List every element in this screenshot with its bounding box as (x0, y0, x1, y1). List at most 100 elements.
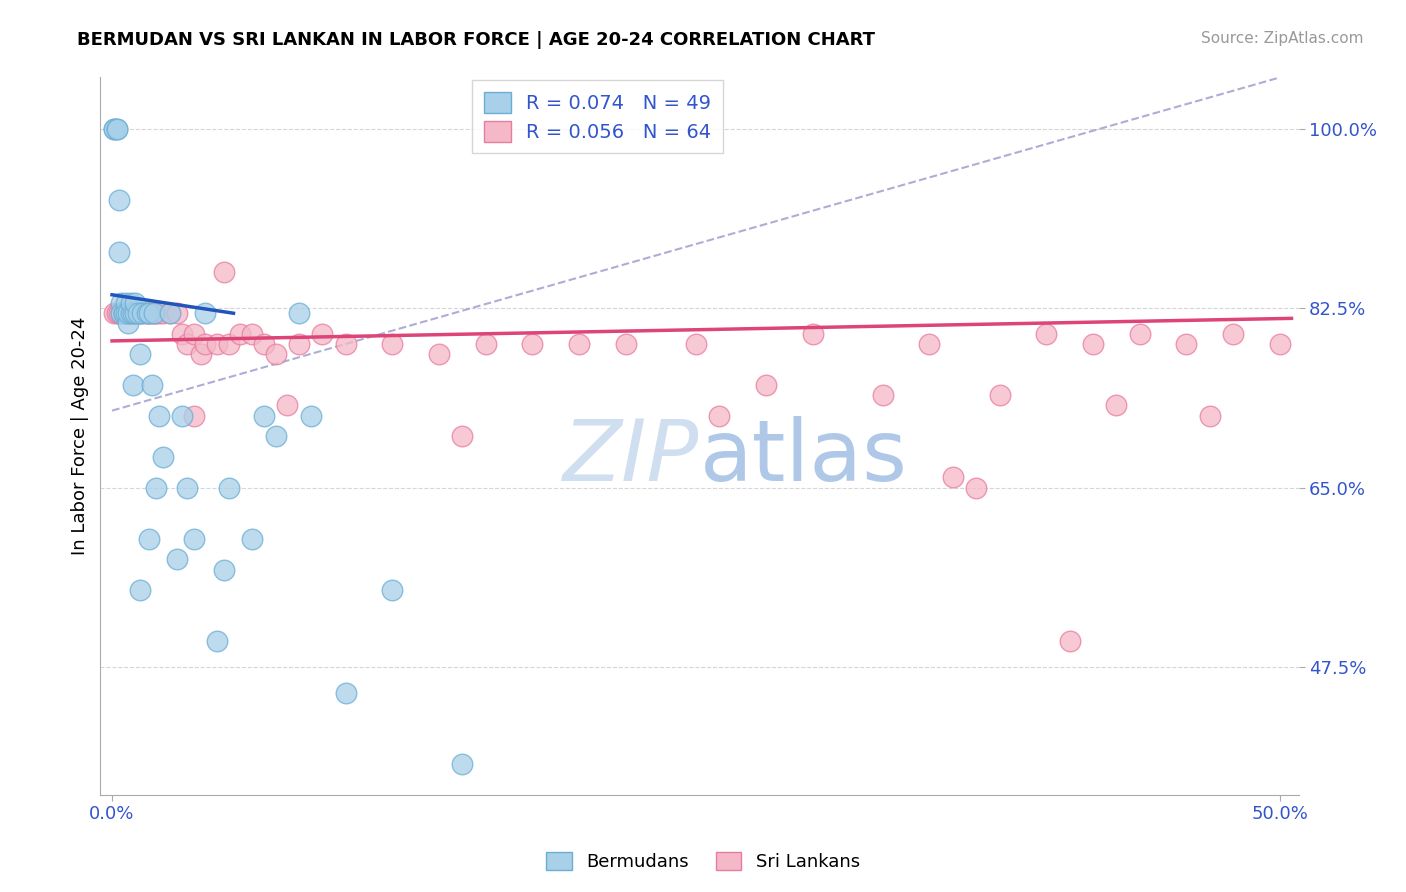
Point (129, 582, 152, 597)
Point (127, 306, 149, 320)
Point (183, 532, 205, 546)
Point (131, 306, 153, 320)
Point (176, 337, 198, 351)
Point (143, 306, 166, 320)
Point (1268, 337, 1291, 351)
Point (988, 388, 1011, 402)
Point (474, 337, 496, 351)
Point (755, 378, 778, 392)
Point (103, 121, 125, 136)
Point (122, 306, 145, 320)
Point (124, 306, 146, 320)
Point (152, 306, 174, 320)
Point (614, 337, 637, 351)
Point (105, 121, 128, 136)
Point (124, 306, 146, 320)
Point (120, 306, 142, 320)
Point (172, 409, 194, 423)
Point (311, 326, 333, 341)
Point (1081, 337, 1104, 351)
Point (112, 306, 135, 320)
Point (194, 337, 217, 351)
Point (138, 306, 160, 320)
Point (112, 306, 135, 320)
Point (122, 306, 145, 320)
Point (145, 306, 167, 320)
Point (110, 306, 132, 320)
Point (103, 306, 125, 320)
Point (965, 481, 987, 495)
Point (117, 306, 139, 320)
Point (1059, 634, 1081, 648)
Point (148, 306, 170, 320)
Point (451, 429, 474, 443)
Point (127, 306, 149, 320)
Point (381, 337, 404, 351)
Point (194, 306, 217, 320)
Point (685, 337, 707, 351)
Point (183, 326, 205, 341)
Point (335, 685, 357, 699)
Point (159, 306, 181, 320)
Point (152, 450, 174, 464)
Point (229, 326, 252, 341)
Point (108, 194, 131, 208)
Point (122, 378, 145, 392)
Point (115, 306, 138, 320)
Point (451, 757, 474, 772)
Point (205, 634, 228, 648)
Point (288, 306, 311, 320)
Point (253, 337, 276, 351)
Point (1175, 337, 1198, 351)
Point (110, 296, 132, 310)
Point (172, 326, 194, 341)
Point (1222, 326, 1244, 341)
Point (218, 481, 240, 495)
Point (709, 409, 731, 423)
Point (141, 378, 163, 392)
Point (918, 337, 941, 351)
Text: BERMUDAN VS SRI LANKAN IN LABOR FORCE | AGE 20-24 CORRELATION CHART: BERMUDAN VS SRI LANKAN IN LABOR FORCE | … (77, 31, 876, 49)
Point (120, 306, 142, 320)
Point (129, 306, 152, 320)
Point (105, 306, 128, 320)
Point (335, 337, 357, 351)
Point (136, 306, 159, 320)
Point (253, 409, 276, 423)
Point (138, 306, 160, 320)
Point (427, 347, 450, 361)
Point (1105, 399, 1128, 413)
Point (568, 337, 591, 351)
Point (264, 347, 287, 361)
Point (264, 429, 287, 443)
Legend: Bermudans, Sri Lankans: Bermudans, Sri Lankans (538, 845, 868, 879)
Point (276, 399, 298, 413)
Point (166, 306, 188, 320)
Point (105, 121, 128, 136)
Point (872, 388, 894, 402)
Point (115, 296, 138, 310)
Point (112, 306, 135, 320)
Text: atlas: atlas (699, 417, 907, 500)
Point (103, 121, 125, 136)
Point (522, 337, 544, 351)
Text: ZIP: ZIP (564, 417, 699, 500)
Point (120, 296, 142, 310)
Y-axis label: In Labor Force | Age 20-24: In Labor Force | Age 20-24 (72, 317, 89, 556)
Point (288, 337, 311, 351)
Point (176, 481, 198, 495)
Point (159, 306, 181, 320)
Point (212, 265, 235, 279)
Point (136, 306, 159, 320)
Point (131, 306, 153, 320)
Point (108, 306, 131, 320)
Point (129, 347, 152, 361)
Point (381, 582, 404, 597)
Point (801, 326, 824, 341)
Point (124, 296, 146, 310)
Point (1129, 326, 1152, 341)
Point (183, 409, 205, 423)
Point (212, 562, 235, 576)
Point (1198, 409, 1220, 423)
Point (166, 552, 188, 566)
